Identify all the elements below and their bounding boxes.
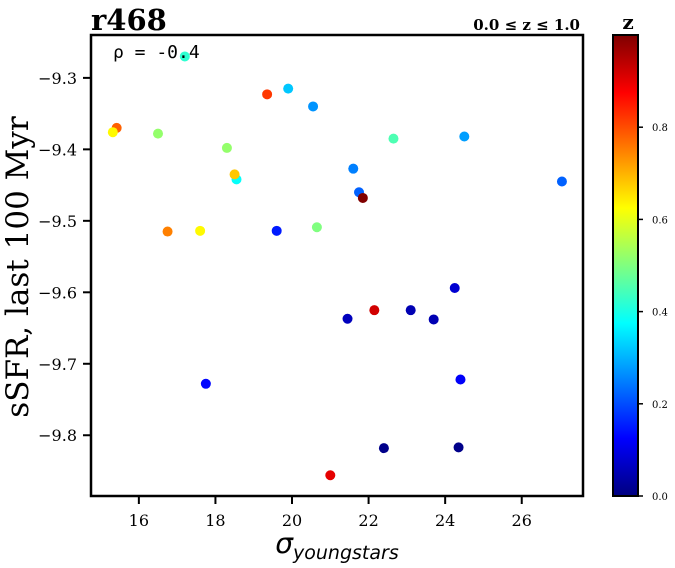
data-point xyxy=(271,225,282,236)
data-point xyxy=(221,142,232,153)
data-point xyxy=(369,305,380,316)
x-axis-label-main: σ xyxy=(275,527,294,560)
data-point xyxy=(283,83,294,94)
colorbar-label: z xyxy=(622,10,633,34)
chart-subtitle: 0.0 ≤ z ≤ 1.0 xyxy=(473,16,580,34)
data-point xyxy=(311,222,322,233)
correlation-annotation: ρ = -0.4 xyxy=(113,42,200,63)
y-axis-ticks: −9.3 −9.4 −9.5 −9.6 −9.7 −9.8 xyxy=(38,69,91,445)
data-point xyxy=(200,378,211,389)
data-point xyxy=(348,163,359,174)
data-point xyxy=(378,443,389,454)
data-point xyxy=(388,133,399,144)
data-point xyxy=(308,101,319,112)
x-tick-label: 20 xyxy=(282,511,302,530)
y-tick-label: −9.5 xyxy=(38,212,77,231)
data-point xyxy=(342,313,353,324)
data-point xyxy=(453,442,464,453)
data-point xyxy=(428,314,439,325)
colorbar-tick-label: 0.8 xyxy=(652,123,668,134)
x-tick-label: 22 xyxy=(358,511,378,530)
data-point xyxy=(153,128,164,139)
data-point xyxy=(405,305,416,316)
plot-frame xyxy=(89,33,585,498)
x-tick-label: 26 xyxy=(512,511,532,530)
y-tick-label: −9.3 xyxy=(38,69,77,88)
x-tick-label: 18 xyxy=(205,511,225,530)
colorbar-ticks: 0.0 0.2 0.4 0.6 0.8 xyxy=(638,123,668,503)
data-point xyxy=(229,169,240,180)
x-tick-label: 16 xyxy=(129,511,149,530)
x-axis-ticks: 16 18 20 22 24 26 xyxy=(129,496,532,530)
data-point xyxy=(455,374,466,385)
data-point xyxy=(179,51,190,62)
colorbar xyxy=(612,34,639,497)
colorbar-tick-label: 0.6 xyxy=(652,215,668,226)
data-point xyxy=(325,470,336,481)
colorbar-tick-label: 0.2 xyxy=(652,400,668,411)
data-point xyxy=(459,131,470,142)
data-point xyxy=(262,89,273,100)
x-axis-label-sub: youngstars xyxy=(292,542,399,564)
y-tick-label: −9.6 xyxy=(38,283,77,302)
data-point xyxy=(107,127,118,138)
data-point xyxy=(357,192,368,203)
y-tick-label: −9.4 xyxy=(38,140,77,159)
data-point xyxy=(195,225,206,236)
colorbar-tick-label: 0.0 xyxy=(652,492,668,503)
y-tick-label: −9.7 xyxy=(38,355,77,374)
chart-title: r468 xyxy=(91,3,167,37)
y-axis-label: sSFR, last 100 Myr xyxy=(0,116,36,418)
x-axis-label: σyoungstars xyxy=(275,527,399,564)
data-points xyxy=(107,51,567,481)
y-tick-label: −9.8 xyxy=(38,426,77,445)
colorbar-tick-label: 0.4 xyxy=(652,308,668,319)
data-point xyxy=(162,226,173,237)
x-tick-label: 24 xyxy=(435,511,455,530)
data-point xyxy=(556,176,567,187)
data-point xyxy=(449,283,460,294)
